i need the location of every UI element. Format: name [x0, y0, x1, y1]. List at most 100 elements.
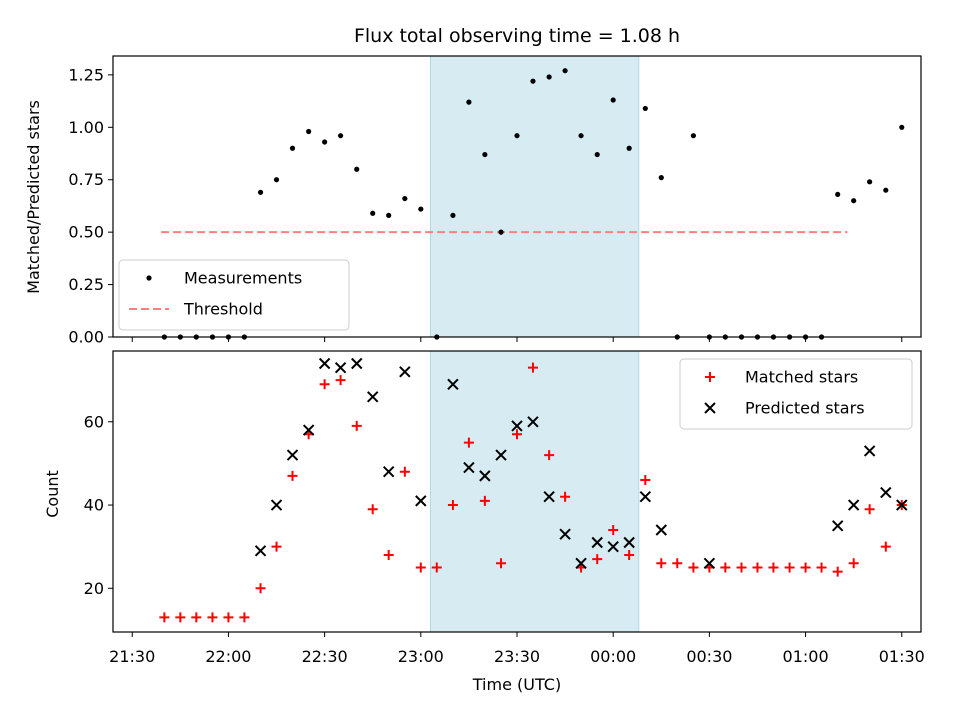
- measurement-point: [418, 206, 424, 212]
- predicted-star-marker: [703, 557, 716, 570]
- predicted-star-marker: [575, 557, 587, 570]
- measurement-point: [482, 151, 488, 158]
- x-tick-label: 22:00: [205, 647, 251, 666]
- matched-star-marker: [335, 375, 346, 386]
- matched-star-marker: [848, 558, 859, 569]
- y-tick-label: 40: [84, 496, 104, 515]
- matched-star-marker: [399, 466, 410, 477]
- matched-star-marker: [496, 558, 507, 569]
- top-panel: 0.00 0.25 0.50 0.75 1.00 1.25 Measurements Thre…: [68, 55, 922, 347]
- measurement-point: [306, 128, 312, 135]
- matched-star-marker: [239, 612, 250, 623]
- matched-star-marker: [527, 362, 538, 373]
- y-tick-label: 0.25: [68, 275, 104, 294]
- measurement-point: [530, 78, 536, 84]
- matched-star-marker: [367, 504, 378, 515]
- predicted-star-marker: [543, 490, 555, 503]
- matched-star-marker: [832, 566, 843, 577]
- measurement-point: [642, 105, 648, 112]
- matched-star-marker: [544, 450, 555, 461]
- matched-star-marker: [768, 562, 779, 573]
- predicted-star-marker: [639, 490, 652, 503]
- measurement-point: [514, 133, 520, 139]
- matched-star-marker: [816, 562, 827, 573]
- measurement-point: [883, 187, 889, 193]
- x-tick-label: 01:00: [783, 647, 829, 666]
- x-tick-label: 00:00: [590, 647, 636, 666]
- y-tick-label: 0.00: [68, 328, 104, 347]
- legend-matched-marker: [705, 372, 715, 382]
- measurement-point: [289, 145, 296, 151]
- matched-star-marker: [800, 562, 811, 573]
- bottom-panel: 20 40 60 21:30 22:00 22:30 23:00 23:30 00:00 00:3…: [84, 350, 925, 666]
- x-tick-label: 00:30: [686, 647, 732, 666]
- matched-star-marker: [415, 562, 426, 573]
- predicted-star-marker: [847, 499, 860, 511]
- x-tick-label: 01:30: [879, 647, 925, 666]
- highlight-span: [429, 350, 640, 633]
- matched-star-marker: [463, 437, 474, 448]
- axes-frame: [112, 350, 922, 633]
- matched-star-marker: [752, 562, 763, 573]
- matched-star-marker: [383, 549, 394, 560]
- predicted-star-marker: [591, 536, 603, 549]
- measurement-point: [610, 97, 616, 103]
- predicted-star-marker: [415, 495, 427, 507]
- measurement-point: [354, 166, 360, 172]
- x-axis-title: Time (UTC): [472, 675, 561, 694]
- predicted-star-marker: [399, 366, 411, 378]
- measurement-point: [626, 145, 632, 151]
- measurement-point: [867, 179, 873, 185]
- matched-star-marker: [560, 491, 571, 502]
- measurement-point: [546, 74, 552, 80]
- y-tick-label: 20: [84, 579, 104, 598]
- matched-star-marker: [736, 562, 747, 573]
- matched-star-marker: [223, 612, 234, 623]
- matched-star-marker: [512, 429, 522, 440]
- matched-star-marker: [864, 504, 875, 515]
- predicted-star-marker: [559, 528, 571, 540]
- y-tick-label: 1.25: [68, 65, 104, 84]
- predicted-star-marker: [479, 470, 491, 482]
- matched-star-marker: [592, 554, 603, 565]
- legend-label: Threshold: [183, 300, 263, 319]
- matched-star-marker: [351, 420, 362, 431]
- predicted-star-marker: [351, 357, 363, 370]
- top-y-axis-title: Matched/Predicted stars: [24, 100, 43, 294]
- highlight-span: [429, 55, 640, 338]
- predicted-star-marker: [495, 449, 507, 461]
- measurement-point: [562, 68, 568, 74]
- measurement-point: [690, 133, 697, 139]
- y-tick-label: 1.00: [68, 118, 104, 137]
- matched-star-marker: [672, 558, 683, 569]
- measurement-point: [370, 210, 376, 216]
- matched-star-marker: [608, 525, 619, 536]
- matched-star-marker: [656, 558, 667, 569]
- predicted-star-marker: [286, 449, 299, 461]
- predicted-star-marker: [863, 445, 876, 457]
- matched-star-marker: [624, 549, 635, 560]
- measurement-point: [466, 99, 472, 105]
- matched-star-marker: [175, 612, 186, 623]
- matched-star-marker: [207, 612, 218, 623]
- measurement-point: [450, 212, 456, 218]
- predicted-star-marker: [831, 520, 844, 532]
- y-tick-label: 60: [84, 412, 104, 431]
- measurement-point: [402, 195, 408, 202]
- legend-box: [118, 259, 350, 331]
- predicted-star-marker: [318, 357, 331, 370]
- predicted-star-marker: [623, 536, 635, 549]
- axes-frame: [112, 55, 922, 338]
- x-tick-label: 21:30: [109, 647, 155, 666]
- predicted-star-marker: [511, 420, 523, 432]
- predicted-star-marker: [367, 391, 379, 403]
- measurement-point: [386, 212, 392, 218]
- measurement-point: [578, 133, 584, 139]
- measurement-point: [322, 139, 328, 145]
- predicted-star-marker: [527, 416, 539, 428]
- predicted-star-marker: [334, 361, 347, 374]
- measurement-point: [899, 124, 905, 130]
- legend-measurement-marker: [146, 275, 152, 281]
- predicted-star-marker: [302, 424, 315, 436]
